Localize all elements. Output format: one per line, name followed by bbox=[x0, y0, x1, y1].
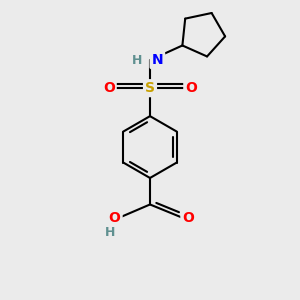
Text: S: S bbox=[145, 81, 155, 95]
Text: O: O bbox=[103, 81, 115, 95]
Text: H: H bbox=[105, 226, 116, 239]
Text: O: O bbox=[185, 81, 197, 95]
Text: N: N bbox=[152, 53, 163, 67]
Text: H: H bbox=[132, 54, 142, 67]
Text: O: O bbox=[109, 211, 121, 225]
Text: O: O bbox=[182, 211, 194, 225]
